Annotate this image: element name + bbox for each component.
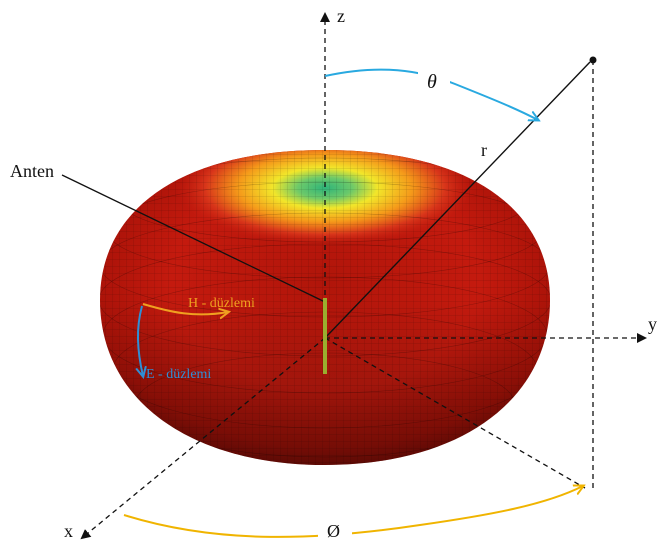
radius-endpoint bbox=[589, 56, 597, 64]
e-plane-label: E - düzlemi bbox=[146, 367, 211, 382]
theta-label: θ bbox=[427, 71, 437, 93]
antenna-leader bbox=[61, 174, 326, 303]
z-axis-label: z bbox=[337, 6, 345, 26]
phi-label: Ø bbox=[327, 521, 340, 541]
h-plane-arrow bbox=[142, 303, 228, 314]
radius-vector bbox=[324, 61, 591, 339]
x-axis-label: x bbox=[64, 521, 73, 541]
phi-arc bbox=[123, 486, 583, 538]
x-axis bbox=[80, 337, 326, 540]
radius-label: r bbox=[481, 140, 487, 160]
h-plane-label: H - düzlemi bbox=[188, 296, 255, 311]
antenna-element bbox=[323, 298, 327, 374]
e-plane-arrow bbox=[138, 305, 143, 376]
theta-arc bbox=[324, 68, 538, 120]
axes bbox=[61, 12, 647, 540]
antenna-label: Anten bbox=[10, 161, 54, 181]
y-axis-label: y bbox=[648, 314, 657, 334]
